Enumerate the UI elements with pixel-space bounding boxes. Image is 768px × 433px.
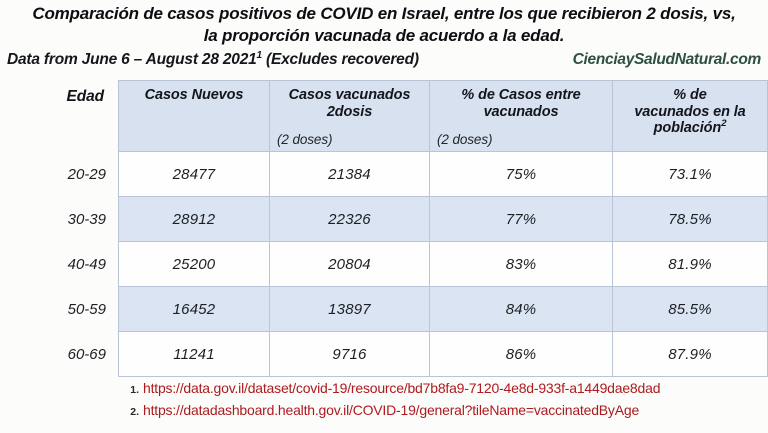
- cell-vaccinated-cases: 20804: [270, 242, 430, 287]
- header-vaccinated-cases: Casos vacunados 2dosis (2 doses): [270, 80, 430, 152]
- data-table: Edad Casos Nuevos Casos vacunados 2dosis …: [0, 80, 768, 377]
- header-new-cases-label: Casos Nuevos: [144, 87, 244, 103]
- row-age-label: 50-59: [67, 301, 106, 318]
- cell-pct-among-vaccinated: 84%: [430, 287, 613, 332]
- cell-pct-population: 78.5%: [613, 197, 768, 242]
- footnote-marker-1: 1: [256, 49, 263, 61]
- cell-pct-among-vaccinated: 86%: [430, 332, 613, 377]
- header-vaccinated-line2: 2dosis: [326, 103, 373, 120]
- footnote-2: 2. https://datadashboard.health.gov.il/C…: [128, 401, 660, 423]
- row-age-label: 60-69: [67, 346, 106, 363]
- source-link-1[interactable]: https://data.gov.il/dataset/covid-19/res…: [143, 380, 661, 396]
- header-pct-among-line2: vacunados: [483, 103, 559, 120]
- cell-pct-population: 81.9%: [613, 242, 768, 287]
- cell-vaccinated-cases: 21384: [270, 152, 430, 197]
- header-vaccinated-line1: Casos vacunados: [288, 87, 411, 103]
- cell-pct-among-vaccinated: 83%: [430, 242, 613, 287]
- date-range-text: Data from June 6 – August 28 2021: [7, 51, 257, 68]
- header-pct-among-subnote: (2 doses): [437, 131, 493, 147]
- subtitle-bar: Data from June 6 – August 28 20211 (Excl…: [7, 49, 762, 69]
- cell-new-cases: 16452: [118, 287, 270, 332]
- cell-new-cases: 25200: [118, 242, 270, 287]
- date-range: Data from June 6 – August 28 20211 (Excl…: [7, 49, 419, 69]
- cell-pct-among-vaccinated: 77%: [430, 197, 613, 242]
- cell-vaccinated-cases: 22326: [270, 197, 430, 242]
- header-pct-population-label: % de vacunados en la población2: [613, 87, 767, 137]
- header-pct-population: % de vacunados en la población2: [613, 80, 768, 152]
- footnote-marker-2: 2: [721, 118, 727, 130]
- row-age-label: 20-29: [67, 166, 106, 183]
- header-pct-among-vaccinated: % de Casos entre vacunados (2 doses): [430, 80, 613, 152]
- header-pct-pop-line2: vacunados en la: [634, 103, 746, 120]
- cell-new-cases: 28477: [118, 152, 270, 197]
- cell-pct-among-vaccinated: 75%: [430, 152, 613, 197]
- cell-new-cases: 28912: [118, 197, 270, 242]
- header-pct-pop-line1: % de: [673, 87, 707, 103]
- cell-pct-population: 87.9%: [613, 332, 768, 377]
- footnote-1: 1. https://data.gov.il/dataset/covid-19/…: [128, 379, 660, 401]
- cell-vaccinated-cases: 9716: [270, 332, 430, 377]
- header-vaccinated-cases-label: Casos vacunados 2dosis: [270, 87, 429, 120]
- cell-pct-population: 73.1%: [613, 152, 768, 197]
- header-pct-among-line1: % de Casos entre: [461, 87, 581, 103]
- header-edad: Edad: [66, 88, 105, 105]
- title-line2: la proporción vacunada de acuerdo a la e…: [203, 25, 565, 45]
- header-pct-among-label: % de Casos entre vacunados: [430, 87, 612, 120]
- footnotes: 1. https://data.gov.il/dataset/covid-19/…: [128, 379, 660, 422]
- cell-new-cases: 11241: [118, 332, 270, 377]
- source-link-2[interactable]: https://datadashboard.health.gov.il/COVI…: [143, 401, 640, 418]
- cell-pct-population: 85.5%: [613, 287, 768, 332]
- footnote-1-number: 1.: [130, 384, 139, 396]
- header-vaccinated-subnote: (2 doses): [277, 131, 333, 147]
- footnote-2-number: 2.: [130, 405, 139, 418]
- title-line1: Comparación de casos positivos de COVID …: [32, 4, 736, 23]
- header-new-cases: Casos Nuevos: [118, 80, 270, 152]
- date-range-note: (Excludes recovered): [261, 51, 419, 68]
- brand-site: CienciaySaludNatural.com: [572, 51, 762, 68]
- row-age-label: 40-49: [67, 256, 106, 273]
- cell-vaccinated-cases: 13897: [270, 287, 430, 332]
- row-age-label: 30-39: [67, 211, 106, 228]
- page-title: Comparación de casos positivos de COVID …: [0, 3, 768, 46]
- header-pct-pop-line3: población: [653, 120, 722, 136]
